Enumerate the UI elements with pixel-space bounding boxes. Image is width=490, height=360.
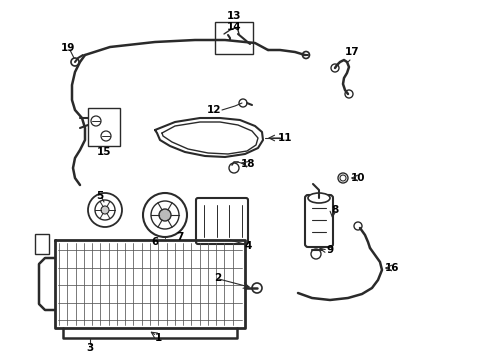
FancyBboxPatch shape bbox=[196, 198, 248, 244]
FancyBboxPatch shape bbox=[305, 195, 333, 247]
Text: 1: 1 bbox=[154, 333, 162, 343]
Circle shape bbox=[252, 283, 262, 293]
Circle shape bbox=[101, 206, 109, 214]
Circle shape bbox=[151, 201, 179, 229]
Text: 8: 8 bbox=[331, 205, 339, 215]
Circle shape bbox=[340, 175, 346, 181]
Text: 3: 3 bbox=[86, 343, 94, 353]
Text: 19: 19 bbox=[61, 43, 75, 53]
Circle shape bbox=[159, 209, 171, 221]
Text: 17: 17 bbox=[344, 47, 359, 57]
Text: 14: 14 bbox=[227, 22, 241, 32]
Circle shape bbox=[354, 222, 362, 230]
Circle shape bbox=[143, 193, 187, 237]
Text: 18: 18 bbox=[241, 159, 255, 169]
Bar bbox=[88, 108, 120, 146]
Text: 6: 6 bbox=[151, 237, 159, 247]
Text: 13: 13 bbox=[227, 11, 241, 21]
Circle shape bbox=[338, 173, 348, 183]
Circle shape bbox=[331, 64, 339, 72]
Text: 16: 16 bbox=[385, 263, 399, 273]
Circle shape bbox=[71, 58, 79, 66]
Circle shape bbox=[311, 249, 321, 259]
Text: 15: 15 bbox=[97, 147, 111, 157]
Circle shape bbox=[88, 193, 122, 227]
Circle shape bbox=[95, 200, 115, 220]
Circle shape bbox=[91, 116, 101, 126]
Text: 12: 12 bbox=[207, 105, 221, 115]
Circle shape bbox=[101, 131, 111, 141]
Text: 10: 10 bbox=[351, 173, 365, 183]
Text: 2: 2 bbox=[215, 273, 221, 283]
Text: 4: 4 bbox=[245, 241, 252, 251]
Bar bbox=[215, 22, 253, 54]
Text: 5: 5 bbox=[97, 191, 103, 201]
Circle shape bbox=[239, 99, 247, 107]
Circle shape bbox=[302, 51, 310, 59]
Circle shape bbox=[345, 90, 353, 98]
Text: 7: 7 bbox=[176, 232, 184, 242]
Circle shape bbox=[229, 163, 239, 173]
Text: 9: 9 bbox=[326, 245, 334, 255]
Bar bbox=[35, 234, 49, 254]
Ellipse shape bbox=[308, 193, 330, 203]
Text: 11: 11 bbox=[278, 133, 292, 143]
